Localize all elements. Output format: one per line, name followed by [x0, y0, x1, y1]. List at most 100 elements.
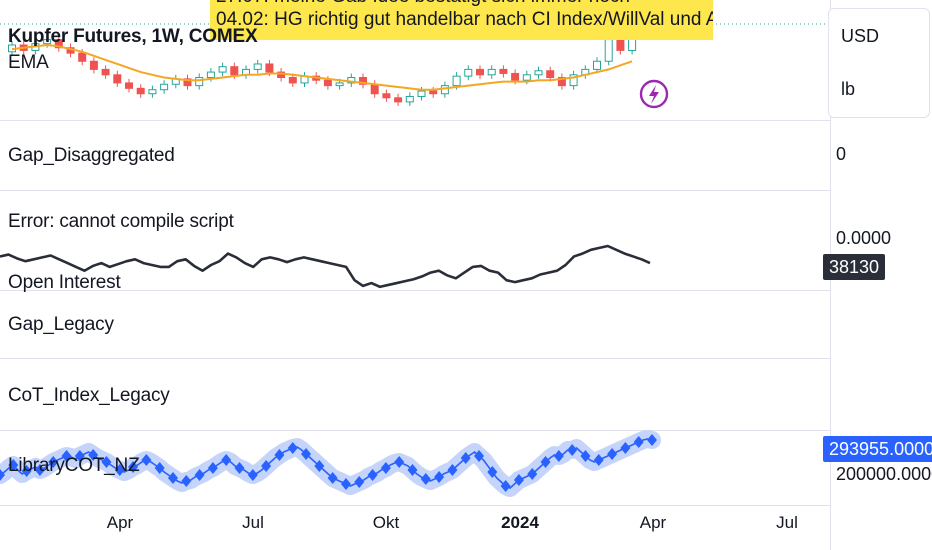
candle-body: [452, 75, 461, 87]
library-cot-marker: [221, 454, 232, 466]
candle-body: [54, 39, 63, 49]
library-cot-marker: [394, 456, 405, 468]
library-cot-marker: [407, 464, 418, 476]
currency-unit[interactable]: USD: [841, 26, 880, 46]
library-cot-marker: [500, 480, 511, 492]
candle-body: [136, 87, 145, 95]
cot-index-legacy-label[interactable]: CoT_Index_Legacy: [8, 385, 170, 406]
candle-body: [265, 63, 274, 73]
library-cot-value-tag: 293955.0000: [823, 436, 932, 462]
time-tick: Apr: [639, 513, 667, 532]
candle-body: [218, 66, 227, 73]
candle-body: [546, 70, 555, 79]
library-cot-marker: [74, 450, 85, 462]
candle-body: [230, 66, 239, 76]
candle-body: [440, 85, 449, 95]
pane-separator: [0, 290, 830, 291]
library-cot-marker: [261, 460, 272, 472]
library-cot-marker: [620, 442, 631, 454]
library-cot-marker: [128, 461, 139, 473]
lightning-bolt-icon[interactable]: [639, 79, 669, 109]
library-cot-label[interactable]: LibraryCOT_NZ: [8, 455, 140, 476]
error-pane-value: 0.0000: [836, 228, 892, 248]
candle-body: [511, 72, 520, 81]
library-cot-marker: [647, 434, 657, 446]
candle-body: [405, 95, 414, 103]
candle-body: [429, 90, 438, 95]
library-cot-marker: [474, 450, 485, 462]
candle-body: [206, 71, 215, 79]
unit-selector[interactable]: USD lb: [828, 8, 930, 118]
library-cot-marker: [607, 448, 618, 460]
candle-body: [89, 60, 98, 70]
library-cot-marker: [447, 464, 458, 476]
library-cot-marker: [194, 469, 205, 481]
gap-legacy-label[interactable]: Gap_Legacy: [8, 314, 114, 335]
library-cot-marker: [88, 449, 99, 461]
candle-body: [604, 39, 613, 62]
library-cot-marker: [633, 436, 644, 448]
time-axis[interactable]: Apr Jul Okt 2024 Apr Jul: [0, 505, 830, 550]
library-cot-pane: [0, 430, 661, 497]
library-cot-marker: [580, 450, 591, 462]
library-cot-marker: [181, 475, 192, 487]
candle-body: [593, 60, 601, 70]
library-cot-marker: [327, 472, 338, 484]
chart-canvas[interactable]: [0, 0, 830, 505]
library-cot-marker: [527, 468, 538, 480]
library-cot-marker: [593, 454, 604, 466]
library-cot-marker: [340, 478, 351, 490]
library-cot-marker: [354, 476, 365, 488]
candle-body: [101, 68, 110, 76]
library-cot-marker: [141, 454, 152, 466]
candle-body: [487, 68, 496, 76]
library-cot-marker: [247, 469, 258, 481]
library-cot-marker: [567, 444, 578, 456]
gap-disaggregated-label[interactable]: Gap_Disaggregated: [8, 145, 175, 166]
open-interest-label[interactable]: Open Interest: [8, 272, 121, 293]
pane-separator: [0, 120, 830, 121]
candle-body: [382, 93, 391, 99]
ema-label[interactable]: EMA: [8, 52, 49, 73]
candle-body: [522, 74, 531, 81]
open-interest-line: [0, 244, 651, 289]
library-cot-marker: [487, 466, 498, 478]
error-label[interactable]: Error: cannot compile script: [8, 211, 234, 232]
candle-body: [148, 89, 157, 95]
library-cot-marker: [420, 473, 431, 485]
note-line-1: 27.07: meine Gab Idee bestätigt sich imm…: [216, 0, 630, 8]
library-cot-marker: [34, 464, 45, 476]
library-cot-marker: [301, 448, 312, 460]
library-cot-marker: [21, 465, 32, 477]
candle-body: [464, 68, 473, 77]
pane-separator: [0, 430, 830, 431]
library-cot-marker: [367, 469, 378, 481]
library-cot-marker: [234, 462, 245, 474]
ema-line: [11, 44, 633, 91]
library-cot-marker: [207, 462, 218, 474]
library-cot-marker: [553, 450, 564, 462]
time-tick: Apr: [106, 513, 134, 532]
pane-separator: [0, 358, 830, 359]
candle-body: [78, 52, 87, 62]
candle-body: [417, 90, 426, 97]
open-interest-value-tag: 38130: [823, 254, 886, 280]
candle-body: [370, 83, 379, 95]
candle-body: [323, 79, 332, 87]
library-cot-marker: [167, 472, 178, 484]
library-cot-marker: [154, 462, 165, 474]
candle-body: [113, 74, 122, 84]
library-cot-marker: [0, 469, 5, 481]
candle-body: [183, 78, 192, 87]
chart-note[interactable]: 27.07: meine Gab Idee bestätigt sich imm…: [210, 0, 713, 40]
library-cot-marker: [101, 456, 112, 468]
measure-unit[interactable]: lb: [841, 79, 856, 99]
library-cot-marker: [380, 462, 391, 474]
candle-body: [288, 77, 297, 84]
library-cot-marker: [540, 456, 551, 468]
candle-body: [616, 39, 625, 51]
candle-body: [476, 68, 484, 76]
candle-body: [160, 83, 169, 91]
note-line-2: 04.02: HG richtig gut handelbar nach CI …: [216, 9, 713, 30]
symbol-title[interactable]: Kupfer Futures, 1W, COMEX: [8, 26, 258, 47]
